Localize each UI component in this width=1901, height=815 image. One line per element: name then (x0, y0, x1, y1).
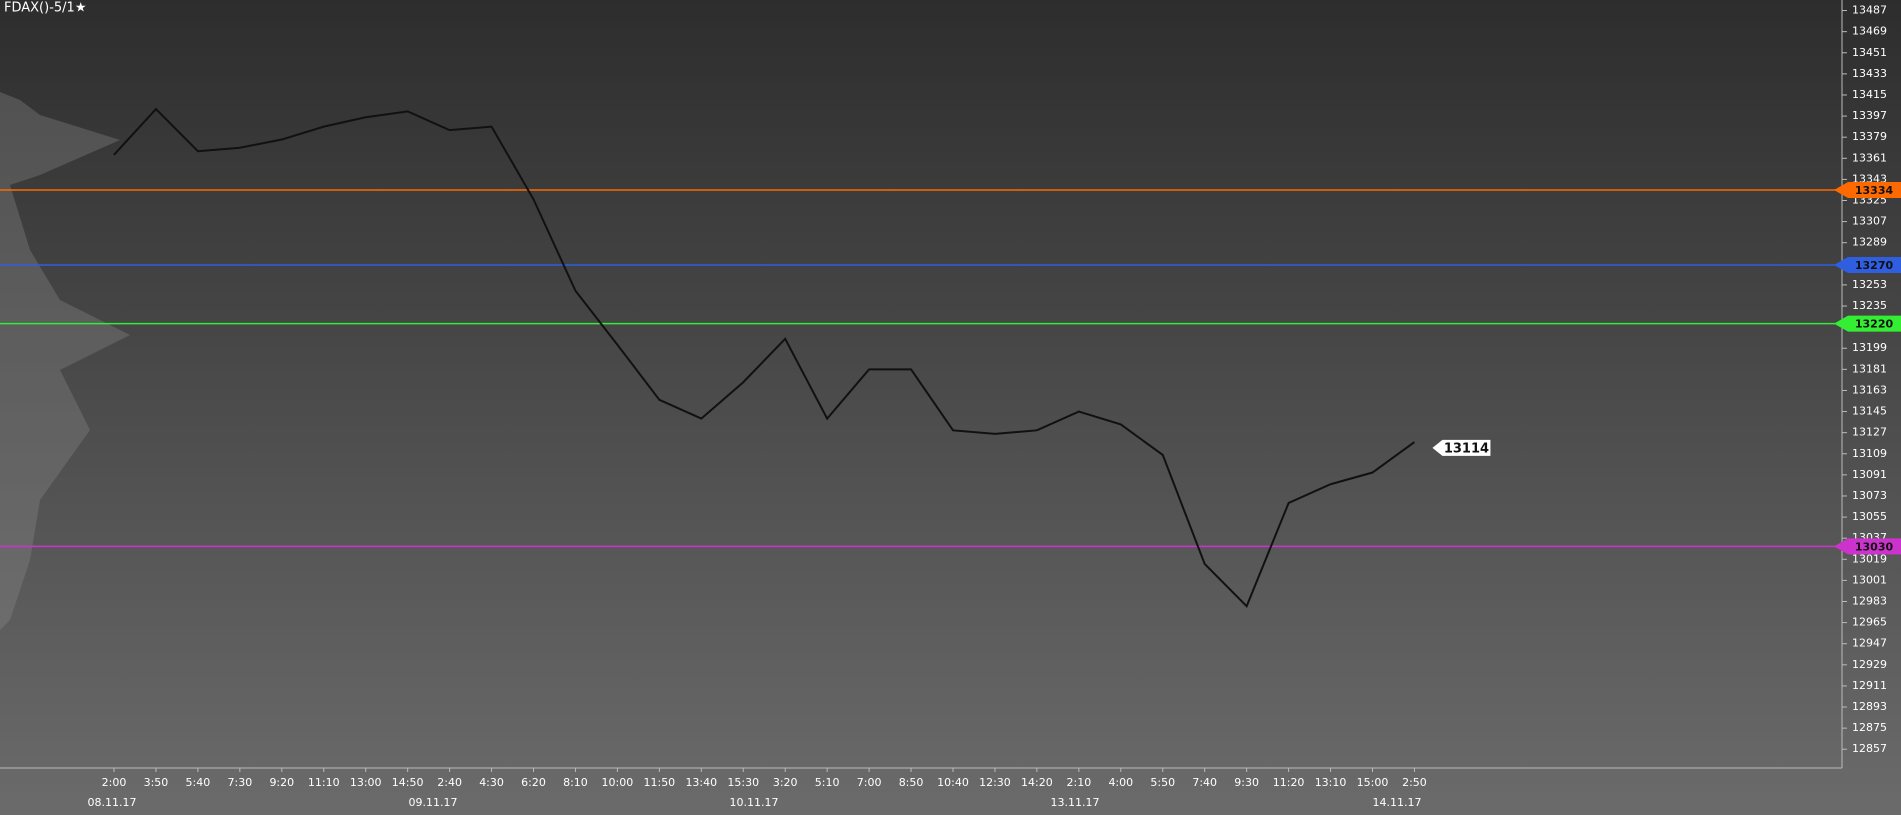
x-tick-label: 13:00 (350, 776, 382, 789)
x-tick-label: 7:30 (227, 776, 252, 789)
x-tick-label: 6:20 (521, 776, 546, 789)
x-tick-label: 5:50 (1150, 776, 1175, 789)
y-tick-label: 13145 (1852, 405, 1887, 418)
x-tick-label: 4:00 (1108, 776, 1133, 789)
date-label: 14.11.17 (1373, 796, 1422, 809)
price-line (113, 107, 1416, 608)
y-tick-label: 13289 (1852, 236, 1887, 249)
last-price-label: 13114 (1444, 441, 1489, 456)
y-tick-label: 12965 (1852, 616, 1887, 629)
y-tick-label: 13487 (1852, 4, 1887, 17)
x-tick-label: 8:10 (563, 776, 588, 789)
x-tick-label: 2:50 (1402, 776, 1427, 789)
y-tick-label: 13379 (1852, 130, 1887, 143)
date-label: 13.11.17 (1051, 796, 1100, 809)
y-tick-label: 13307 (1852, 215, 1887, 228)
x-tick-label: 11:20 (1273, 776, 1305, 789)
y-tick-label: 13019 (1852, 552, 1887, 565)
y-tick-label: 12929 (1852, 658, 1887, 671)
y-tick-label: 13469 (1852, 25, 1887, 38)
last-price-flag (1432, 439, 1491, 456)
y-tick-label: 13073 (1852, 489, 1887, 502)
level-label: 13270 (1855, 259, 1894, 272)
x-tick-label: 8:50 (899, 776, 924, 789)
x-tick-label: 14:50 (392, 776, 424, 789)
x-tick-label: 15:30 (727, 776, 759, 789)
level-flag (1834, 315, 1901, 332)
level-label: 13030 (1855, 540, 1894, 553)
date-label: 09.11.17 (409, 796, 458, 809)
x-tick-label: 9:20 (269, 776, 294, 789)
y-tick-label: 12875 (1852, 721, 1887, 734)
y-tick-label: 13415 (1852, 88, 1887, 101)
y-tick-label: 13127 (1852, 426, 1887, 439)
x-tick-label: 13:40 (685, 776, 717, 789)
date-label: 08.11.17 (88, 796, 137, 809)
x-tick-label: 11:10 (308, 776, 340, 789)
x-tick-label: 12:30 (979, 776, 1011, 789)
x-tick-label: 15:00 (1357, 776, 1389, 789)
x-tick-label: 2:10 (1066, 776, 1091, 789)
x-tick-label: 5:10 (815, 776, 840, 789)
x-tick-label: 10:00 (602, 776, 634, 789)
y-tick-label: 13433 (1852, 67, 1887, 80)
x-tick-label: 7:40 (1192, 776, 1217, 789)
x-tick-label: 11:50 (643, 776, 675, 789)
y-tick-label: 13001 (1852, 573, 1887, 586)
date-label: 10.11.17 (730, 796, 779, 809)
x-tick-label: 10:40 (937, 776, 969, 789)
y-tick-label: 13199 (1852, 341, 1887, 354)
y-tick-label: 13055 (1852, 510, 1887, 523)
y-tick-label: 13181 (1852, 362, 1887, 375)
x-tick-label: 14:20 (1021, 776, 1053, 789)
y-tick-label: 13235 (1852, 299, 1887, 312)
x-tick-label: 2:00 (102, 776, 127, 789)
y-tick-label: 13397 (1852, 109, 1887, 122)
level-flag (1834, 181, 1901, 198)
volume-profile (0, 92, 130, 630)
x-tick-label: 5:40 (186, 776, 211, 789)
y-tick-label: 13451 (1852, 46, 1887, 59)
x-tick-label: 2:40 (437, 776, 462, 789)
y-tick-label: 12893 (1852, 700, 1887, 713)
x-tick-label: 3:50 (144, 776, 169, 789)
x-tick-label: 7:00 (857, 776, 882, 789)
y-tick-label: 13091 (1852, 468, 1887, 481)
level-label: 13334 (1855, 184, 1894, 197)
y-tick-label: 12983 (1852, 595, 1887, 608)
y-tick-label: 12857 (1852, 742, 1887, 755)
y-tick-label: 13253 (1852, 278, 1887, 291)
x-tick-label: 4:30 (479, 776, 504, 789)
y-tick-label: 12947 (1852, 637, 1887, 650)
x-tick-label: 13:10 (1315, 776, 1347, 789)
level-label: 13220 (1855, 318, 1894, 331)
y-tick-label: 13163 (1852, 383, 1887, 396)
x-tick-label: 9:30 (1234, 776, 1259, 789)
chart-title: FDAX()-5/1★ (4, 1, 86, 16)
y-tick-label: 13361 (1852, 151, 1887, 164)
x-tick-label: 3:20 (773, 776, 798, 789)
level-flag (1834, 256, 1901, 273)
y-tick-label: 13109 (1852, 447, 1887, 460)
y-tick-label: 12911 (1852, 679, 1887, 692)
level-flag (1834, 538, 1901, 555)
